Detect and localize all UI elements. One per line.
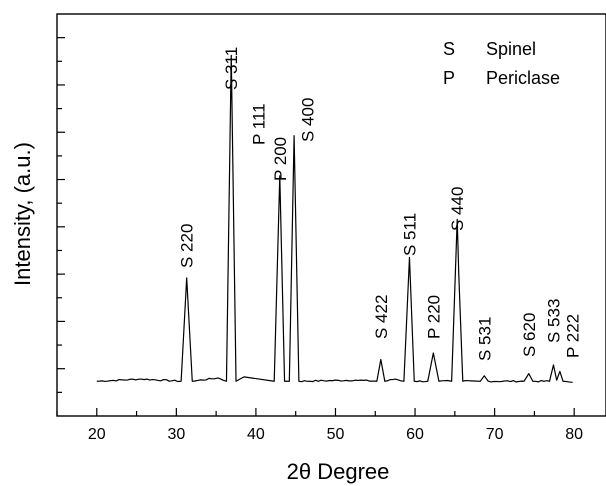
x-tick-label: 80: [565, 426, 583, 443]
peak-label: S 533: [545, 299, 564, 343]
x-tick-label: 40: [247, 426, 265, 443]
legend: S Spinel P Periclase: [443, 39, 560, 88]
y-axis-title: Intensity, (a.u.): [10, 142, 35, 286]
x-tick-label: 60: [406, 426, 424, 443]
peak-label: S 400: [299, 98, 318, 142]
plot-frame: [56, 13, 606, 417]
x-tick-labels: 20 30 40 50 60 70 80: [88, 426, 583, 443]
peak-label: S 220: [178, 224, 197, 268]
legend-symbol-periclase: P: [443, 68, 455, 88]
peak-label: S 440: [448, 187, 467, 231]
peak-label: P 200: [271, 137, 290, 181]
peak-label: P 111: [249, 103, 268, 145]
peak-label: S 531: [475, 317, 494, 361]
peak-label: S 422: [372, 295, 391, 339]
x-tick-label: 50: [327, 426, 345, 443]
x-axis-title: 2θ Degree: [287, 459, 390, 484]
x-tick-label: 30: [167, 426, 185, 443]
xrd-pattern-line: [96, 54, 573, 383]
x-tick-label: 70: [486, 426, 504, 443]
peak-label: S 311: [222, 47, 241, 90]
legend-label-periclase: Periclase: [486, 68, 560, 88]
peak-label: S 620: [520, 313, 539, 357]
peak-label: P 222: [564, 314, 583, 358]
peak-label: P 220: [424, 295, 443, 339]
legend-label-spinel: Spinel: [486, 39, 536, 59]
peak-label: S 511: [401, 213, 420, 256]
legend-symbol-spinel: S: [443, 39, 455, 59]
x-tick-label: 20: [88, 426, 106, 443]
axis-ticks: [56, 37, 575, 416]
